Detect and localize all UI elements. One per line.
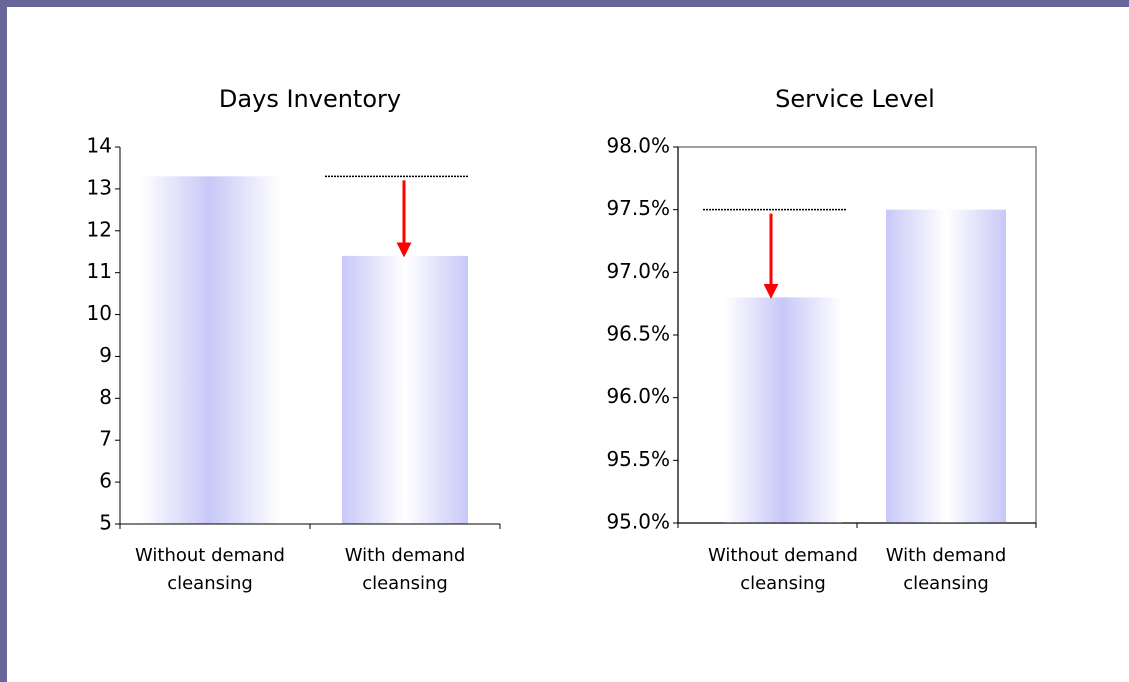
y-tick-label: 95.0% [606, 510, 670, 534]
y-tick-label: 9 [99, 343, 112, 367]
bar [140, 176, 280, 525]
bar [724, 297, 842, 523]
y-tick-label: 14 [87, 134, 112, 158]
chart-title: Service Level [775, 85, 935, 113]
bar [342, 255, 468, 524]
top-border [0, 0, 1129, 7]
y-tick-label: 11 [87, 259, 112, 283]
y-tick-label: 8 [99, 385, 112, 409]
x-tick-label: Without demand cleansing [708, 545, 858, 594]
y-tick-label: 6 [99, 469, 112, 493]
x-tick-label: With demand cleansing [885, 545, 1007, 594]
y-tick-label: 7 [99, 427, 112, 451]
y-tick-label: 98.0% [606, 134, 670, 158]
y-tick-label: 5 [99, 511, 112, 535]
y-tick-label: 96.5% [606, 322, 670, 346]
y-tick-label: 13 [87, 175, 112, 199]
y-tick-label: 96.0% [606, 384, 670, 408]
x-tick-label: With demand cleansing [344, 545, 466, 594]
x-tick-label: Without demand cleansing [135, 545, 285, 594]
left-border [0, 0, 7, 682]
bar [886, 209, 1006, 523]
y-tick-label: 97.0% [606, 259, 670, 283]
chart-title: Days Inventory [219, 85, 401, 113]
y-tick-label: 95.5% [606, 447, 670, 471]
y-tick-label: 12 [87, 217, 112, 241]
y-tick-label: 10 [87, 301, 112, 325]
y-tick-label: 97.5% [606, 196, 670, 220]
